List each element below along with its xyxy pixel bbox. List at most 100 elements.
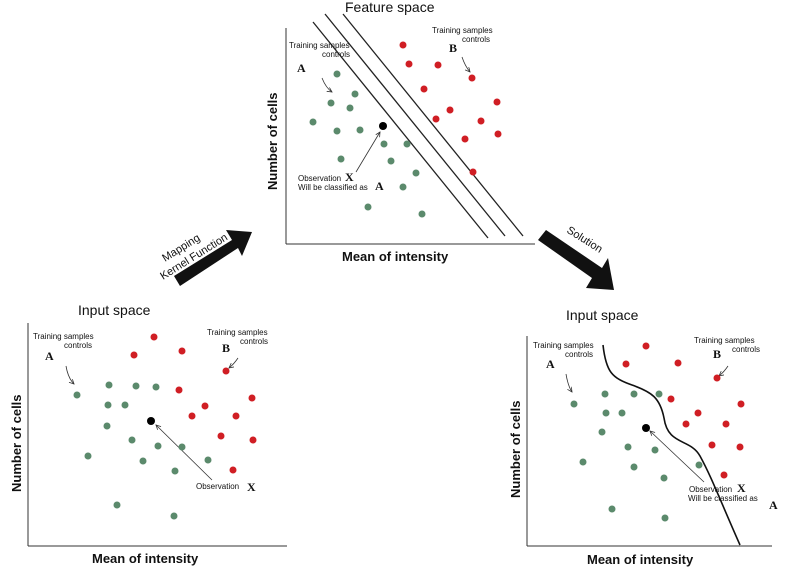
red-point	[232, 412, 240, 420]
feature-obs-pointer	[355, 132, 380, 173]
input-right-obs-line1: Observation	[689, 485, 732, 494]
feature-pointer-a	[321, 77, 332, 92]
input-left-obs-letter: X	[247, 480, 256, 494]
green-point	[171, 467, 179, 475]
feature-observation-point	[379, 122, 387, 130]
input-left-red-points	[130, 333, 257, 474]
feature-label-a-line1: Training samples	[289, 41, 350, 50]
green-point	[327, 99, 335, 107]
red-point	[249, 436, 257, 444]
green-point	[170, 512, 178, 520]
red-point	[446, 106, 454, 114]
feature-label-b-line2: controls	[462, 35, 490, 44]
red-point	[622, 360, 630, 368]
input-left-obs-pointer	[156, 425, 213, 481]
feature-obs-letter: X	[345, 170, 354, 184]
input-right-letter-a: A	[546, 357, 555, 371]
input-right-obs-class: A	[769, 498, 778, 512]
input-left-title: Input space	[78, 302, 151, 318]
green-point	[660, 474, 668, 482]
red-point	[713, 374, 721, 382]
red-point	[682, 420, 690, 428]
red-point	[694, 409, 702, 417]
decision-boundary-curve	[602, 344, 741, 546]
feature-label-b-line1: Training samples	[432, 26, 493, 35]
solution-arrow: Solution	[538, 224, 614, 290]
green-point	[661, 514, 669, 522]
red-point	[468, 74, 476, 82]
red-point	[720, 471, 728, 479]
green-point	[403, 140, 411, 148]
green-point	[579, 458, 587, 466]
red-point	[420, 85, 428, 93]
red-point	[667, 395, 675, 403]
red-point	[201, 402, 209, 410]
green-point	[399, 183, 407, 191]
hyperplane-line	[324, 13, 506, 237]
input-left-label-a-line2: controls	[64, 341, 92, 350]
red-point	[493, 98, 501, 106]
green-point	[346, 104, 354, 112]
green-point	[598, 428, 606, 436]
green-point	[104, 401, 112, 409]
input-right-obs-pointer	[650, 431, 705, 483]
green-point	[601, 390, 609, 398]
green-point	[651, 446, 659, 454]
green-point	[333, 127, 341, 135]
green-point	[624, 443, 632, 451]
input-left-green-points	[73, 381, 212, 520]
input-right-title: Input space	[566, 307, 639, 323]
red-point	[642, 342, 650, 350]
red-point	[737, 400, 745, 408]
red-point	[248, 394, 256, 402]
feature-space-panel: Feature space Mean of intensity Number o…	[265, 0, 535, 264]
input-left-xlabel: Mean of intensity	[92, 551, 199, 566]
feature-space-ylabel: Number of cells	[265, 92, 280, 190]
green-point	[73, 391, 81, 399]
input-right-obs-line2: Will be classified as	[688, 494, 758, 503]
input-right-pointer-a	[565, 373, 572, 392]
green-point	[570, 400, 578, 408]
input-right-label-a-line1: Training samples	[533, 341, 594, 350]
input-right-label-a-line2: controls	[565, 350, 593, 359]
green-point	[602, 409, 610, 417]
input-right-xlabel: Mean of intensity	[587, 552, 694, 567]
red-point	[399, 41, 407, 49]
red-point	[434, 61, 442, 69]
feature-letter-a: A	[297, 61, 306, 75]
green-point	[333, 70, 341, 78]
green-point	[309, 118, 317, 126]
red-point	[222, 367, 230, 375]
green-point	[351, 90, 359, 98]
margin-line-upper	[342, 13, 524, 237]
feature-obs-line2: Will be classified as	[298, 183, 368, 192]
green-point	[364, 203, 372, 211]
green-point	[356, 126, 364, 134]
feature-label-a-line2: controls	[322, 50, 350, 59]
input-left-letter-b: B	[222, 341, 230, 355]
green-point	[412, 169, 420, 177]
red-point	[178, 347, 186, 355]
green-point	[630, 390, 638, 398]
margin-line-lower	[312, 21, 489, 239]
green-point	[84, 452, 92, 460]
red-point	[477, 117, 485, 125]
red-point	[175, 386, 183, 394]
feature-red-points	[399, 41, 502, 176]
green-point	[178, 443, 186, 451]
green-point	[113, 501, 121, 509]
input-left-pointer-b	[229, 357, 239, 368]
red-point	[736, 443, 744, 451]
red-point	[217, 432, 225, 440]
feature-obs-class: A	[375, 179, 384, 193]
feature-letter-b: B	[449, 41, 457, 55]
feature-pointer-b	[461, 56, 470, 72]
mapping-arrow-shape	[174, 230, 252, 286]
green-point	[154, 442, 162, 450]
red-point	[722, 420, 730, 428]
input-right-letter-b: B	[713, 347, 721, 361]
red-point	[708, 441, 716, 449]
input-space-left-panel: Input space Mean of intensity Number of …	[9, 302, 287, 566]
green-point	[655, 390, 663, 398]
